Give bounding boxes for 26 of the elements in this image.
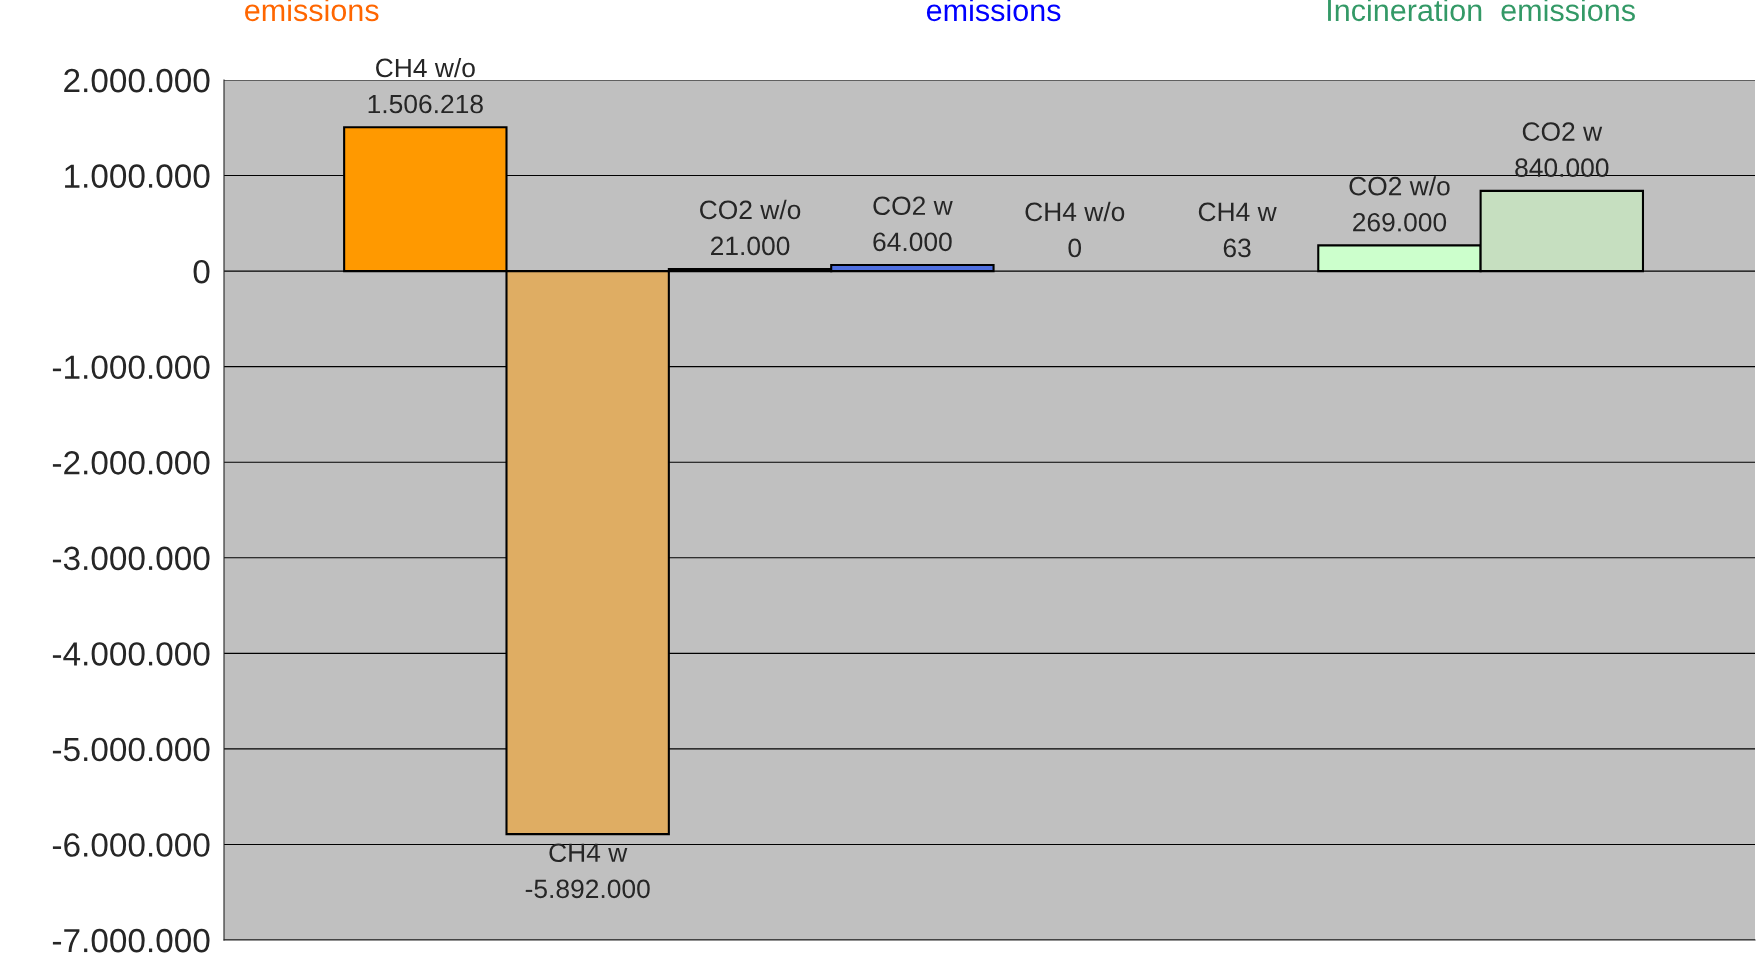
y-tick-label: -4.000.000 — [52, 642, 210, 666]
data-label: 840.000 — [1515, 158, 1609, 178]
y-tick-label: -2.000.000 — [52, 451, 210, 475]
x-tick-label: CO2 w/o — [1349, 176, 1450, 196]
x-tick-label: CH4 w — [1198, 202, 1277, 222]
y-tick-label: -1.000.000 — [52, 355, 210, 380]
x-tick-label: CH4 w — [549, 843, 628, 863]
y-tick-label: -6.000.000 — [52, 833, 210, 857]
data-label: -5.892.000 — [525, 879, 650, 899]
x-tick-label: CH4 w/o — [1025, 201, 1125, 222]
data-label: 64.000 — [873, 232, 952, 252]
data-label: 0 — [1068, 238, 1082, 258]
x-tick-label: CO2 w — [873, 196, 953, 216]
x-tick-label: CO2 w — [1522, 122, 1603, 141]
y-tick-label: -5.000.000 — [52, 737, 210, 762]
data-label: 21.000 — [711, 236, 790, 256]
y-tick-label: 1.000.000 — [65, 164, 210, 188]
x-tick-label: CH4 w/o — [376, 57, 475, 78]
data-label: 1.506.218 — [368, 94, 483, 114]
y-tick-label: -3.000.000 — [52, 546, 210, 571]
y-tick-label: 2.000.000 — [64, 68, 210, 93]
y-tick-label: 0 — [193, 259, 210, 284]
x-tick-label: CO2 w/o — [700, 199, 801, 220]
data-label: 269.000 — [1353, 212, 1447, 232]
y-tick-label: -7.000.000 — [52, 928, 210, 953]
data-label: 63 — [1223, 238, 1251, 258]
